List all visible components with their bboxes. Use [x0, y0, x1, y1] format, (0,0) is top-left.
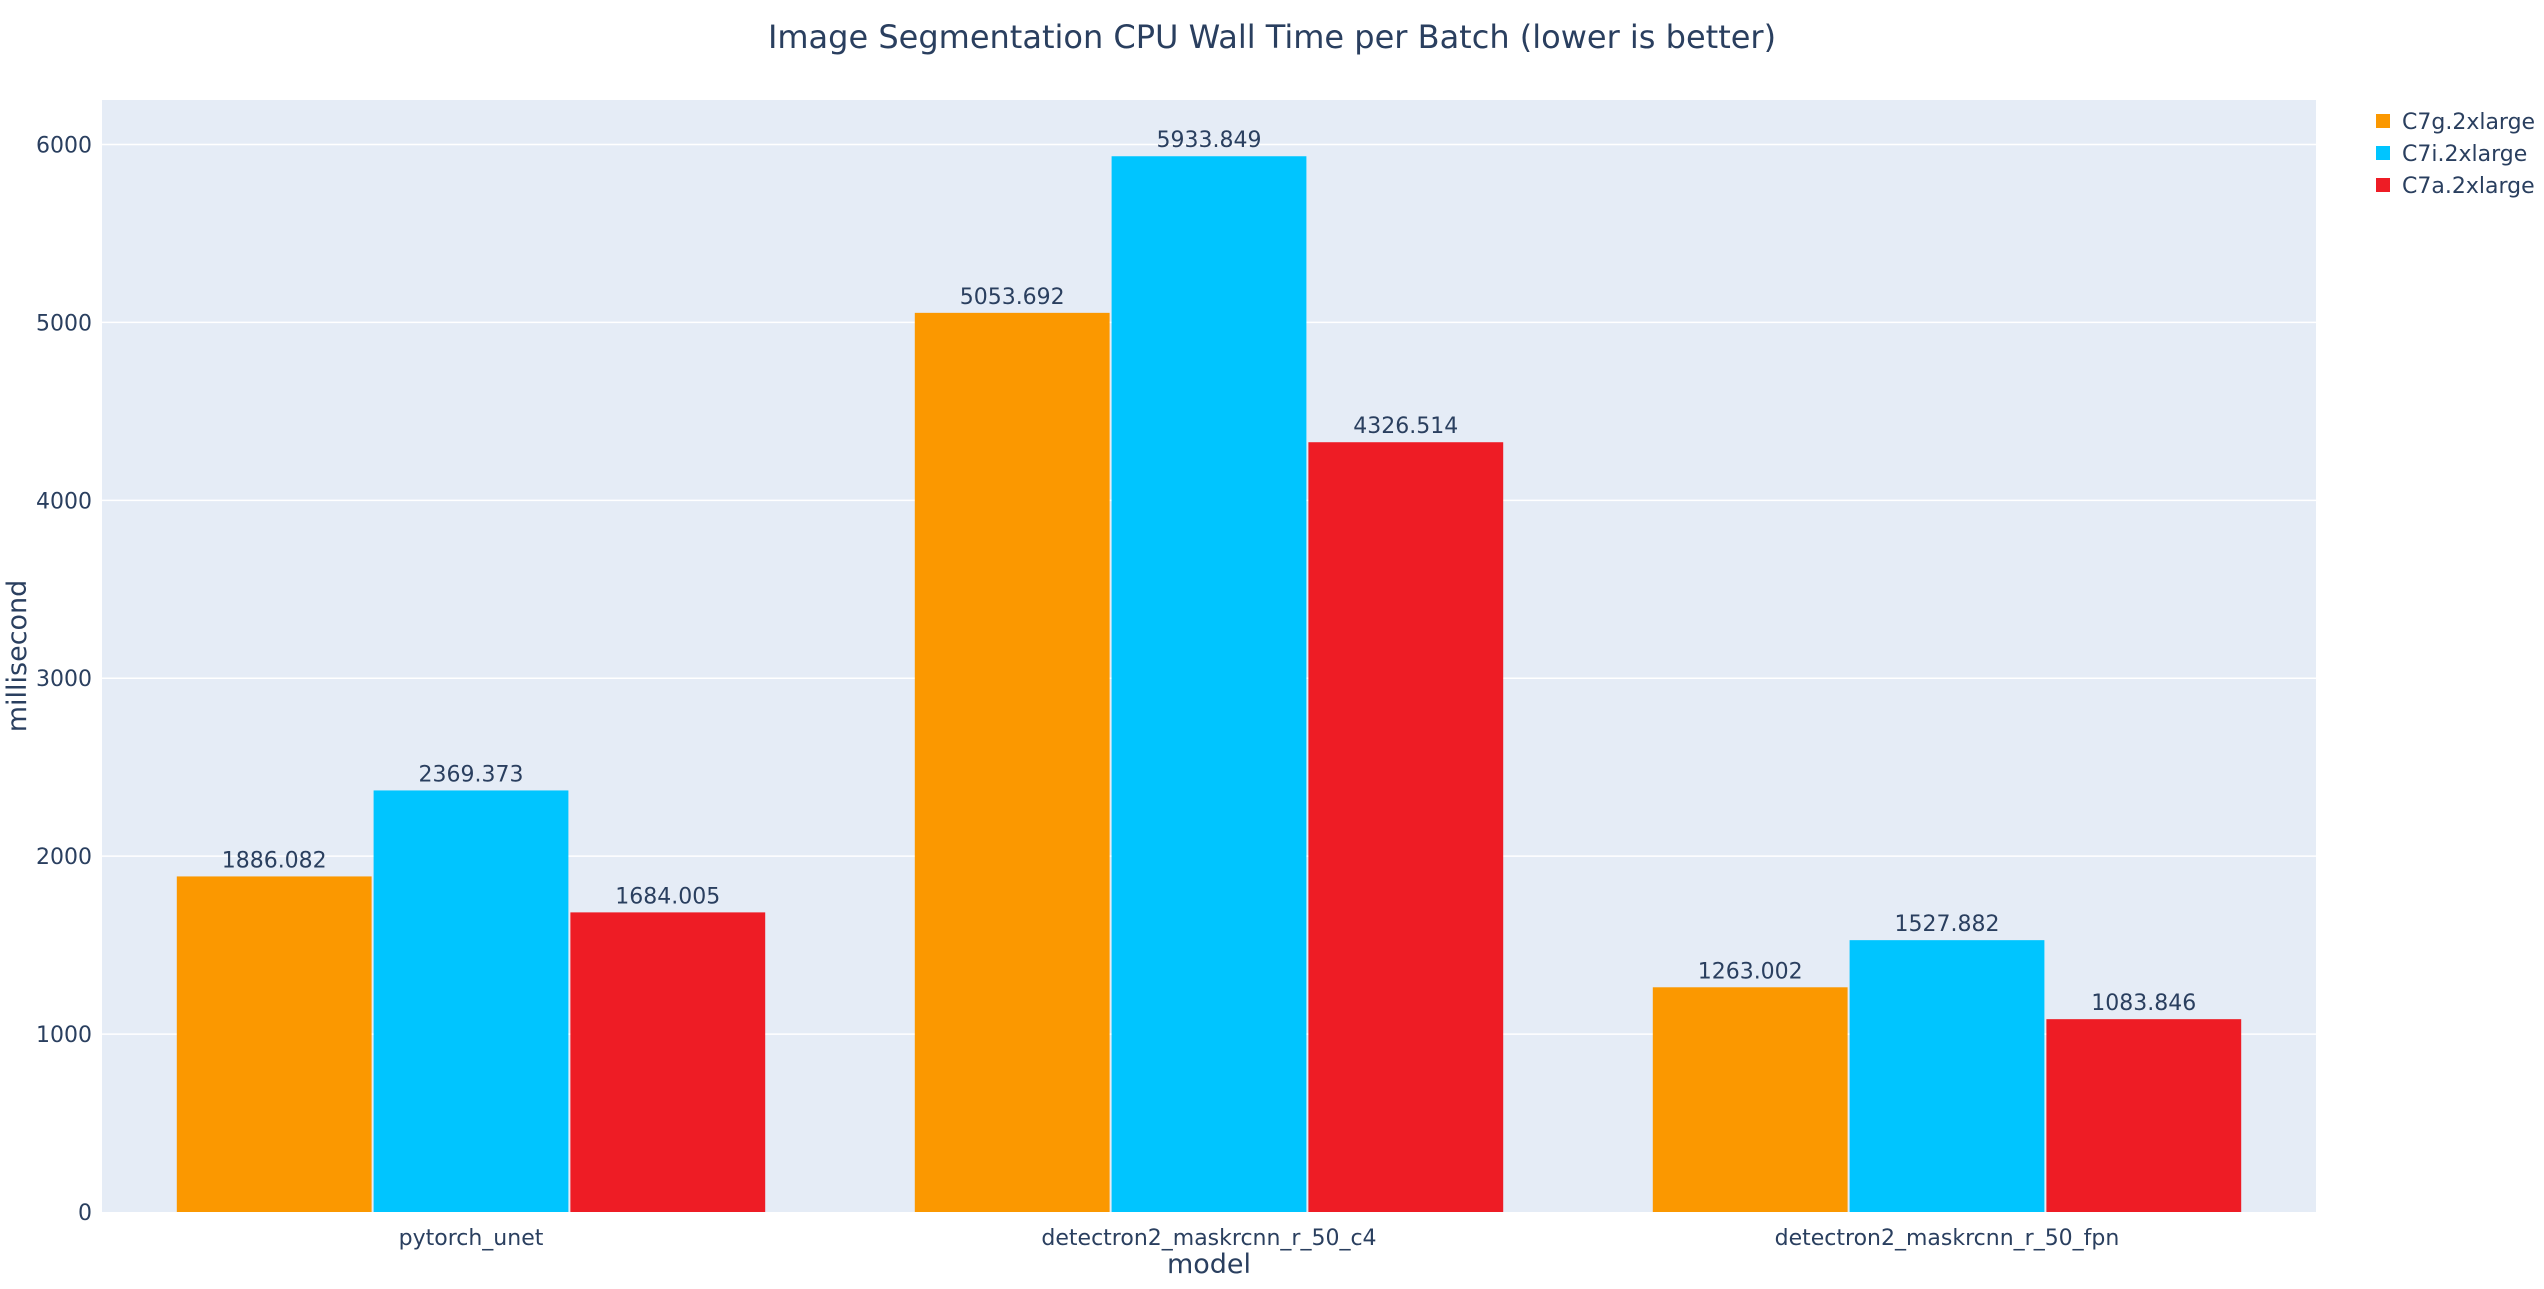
bar-c7a-2xlarge-0[interactable]: [570, 912, 766, 1212]
legend-label[interactable]: C7a.2xlarge: [2402, 174, 2535, 199]
y-tick-label: 6000: [36, 133, 92, 158]
y-tick-label: 1000: [36, 1023, 92, 1048]
legend-label[interactable]: C7g.2xlarge: [2402, 110, 2535, 135]
x-axis-ticks: pytorch_unet detectron2_maskrcnn_r_50_c4 d…: [399, 1226, 2120, 1251]
bar-value-label: 1083.846: [2091, 991, 2196, 1016]
y-tick-label: 3000: [36, 667, 92, 692]
bar-c7i-2xlarge-1[interactable]: [1111, 156, 1307, 1212]
bar-c7a-2xlarge-2[interactable]: [2046, 1019, 2242, 1212]
legend-swatch[interactable]: [2376, 114, 2390, 128]
y-tick-label: 0: [78, 1201, 92, 1226]
bar-value-label: 1527.882: [1895, 912, 2000, 937]
x-tick-label: detectron2_maskrcnn_r_50_c4: [1041, 1226, 1376, 1251]
legend[interactable]: C7g.2xlarge C7i.2xlarge C7a.2xlarge: [2376, 110, 2535, 199]
legend-swatch[interactable]: [2376, 146, 2390, 160]
y-tick-label: 4000: [36, 489, 92, 514]
y-axis-ticks: 0 1000 2000 3000 4000 5000 6000: [36, 133, 92, 1226]
bar-c7g-2xlarge-1[interactable]: [914, 312, 1110, 1212]
y-tick-label: 2000: [36, 845, 92, 870]
x-tick-label: pytorch_unet: [399, 1226, 544, 1251]
x-tick-label: detectron2_maskrcnn_r_50_fpn: [1775, 1226, 2120, 1251]
x-axis-title: model: [1167, 1249, 1251, 1280]
bars: 1886.082 2369.373 1684.005 5053.692 5933.849…: [176, 128, 2242, 1212]
legend-swatch[interactable]: [2376, 178, 2390, 192]
bar-value-label: 5053.692: [960, 285, 1065, 310]
bar-value-label: 1263.002: [1698, 959, 1803, 984]
bar-value-label: 2369.373: [419, 762, 524, 787]
bar-c7i-2xlarge-0[interactable]: [373, 790, 569, 1212]
legend-label[interactable]: C7i.2xlarge: [2402, 142, 2527, 167]
bar-c7g-2xlarge-0[interactable]: [176, 876, 372, 1212]
bar-c7a-2xlarge-1[interactable]: [1308, 442, 1504, 1212]
bar-c7g-2xlarge-2[interactable]: [1652, 987, 1848, 1212]
bar-c7i-2xlarge-2[interactable]: [1849, 940, 2045, 1212]
y-tick-label: 5000: [36, 311, 92, 336]
bar-value-label: 5933.849: [1157, 128, 1262, 153]
chart-title: Image Segmentation CPU Wall Time per Bat…: [768, 18, 1776, 56]
bar-value-label: 4326.514: [1353, 414, 1458, 439]
bar-value-label: 1684.005: [615, 884, 720, 909]
bar-value-label: 1886.082: [222, 848, 327, 873]
y-axis-title: millisecond: [2, 580, 33, 733]
